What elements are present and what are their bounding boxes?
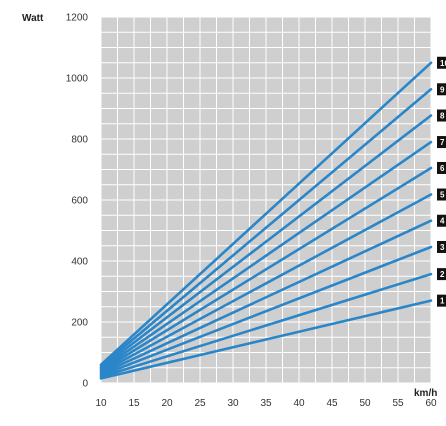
series-badge: 6 [437, 161, 446, 174]
series-badge-label: 3 [440, 243, 445, 252]
series-badge: 3 [437, 240, 446, 253]
y-axis-label: Watt [22, 13, 44, 24]
series-line [99, 166, 433, 373]
series-badges: 1 2 3 4 5 6 7 8 9 10 [437, 56, 446, 307]
x-tick-label: 10 [95, 398, 107, 409]
y-tick-label: 0 [82, 379, 88, 390]
y-tick-label: 1200 [66, 13, 89, 24]
series-badge: 2 [437, 268, 446, 281]
series-badge-label: 2 [440, 270, 445, 279]
series-badge-label: 5 [440, 191, 445, 200]
series-line [99, 272, 433, 379]
y-tick-label: 400 [71, 257, 88, 268]
series-lines [99, 61, 433, 380]
y-tick-label: 600 [71, 196, 88, 207]
series-line [99, 219, 433, 376]
x-tick-label: 35 [260, 398, 272, 409]
series-line [99, 114, 433, 370]
series-badge-label: 8 [440, 112, 445, 121]
series-line [99, 299, 433, 380]
series-badge: 10 [437, 56, 446, 69]
x-tick-label: 20 [161, 398, 173, 409]
series-line [99, 61, 433, 367]
x-tick-label: 15 [128, 398, 140, 409]
x-tick-labels: 10 15 20 25 30 35 40 45 50 55 60 [95, 398, 437, 409]
x-tick-label: 30 [227, 398, 239, 409]
x-axis-label: km/h [414, 388, 437, 399]
series-badge: 4 [437, 214, 446, 227]
y-tick-label: 1000 [66, 74, 89, 85]
y-tick-labels: 0 200 400 600 800 1000 1200 [66, 13, 89, 390]
series-badge-label: 1 [440, 297, 445, 306]
series-badge: 9 [437, 83, 446, 96]
x-tick-label: 55 [392, 398, 404, 409]
series-badge-label: 9 [440, 85, 445, 94]
series-badge-label: 4 [440, 217, 445, 226]
series-badge-label: 6 [440, 164, 445, 173]
series-badge: 1 [437, 294, 446, 307]
y-tick-label: 800 [71, 135, 88, 146]
x-tick-label: 45 [326, 398, 338, 409]
x-tick-label: 50 [359, 398, 371, 409]
series-badge-label: 7 [440, 138, 445, 147]
x-tick-label: 60 [425, 398, 437, 409]
series-line [99, 88, 433, 368]
series-badge-label: 10 [440, 59, 446, 68]
series-badge: 8 [437, 109, 446, 122]
grid-lines [100, 16, 432, 384]
series-line [99, 193, 433, 374]
y-tick-label: 200 [71, 318, 88, 329]
x-tick-label: 40 [293, 398, 305, 409]
series-line [99, 245, 433, 377]
series-line [99, 140, 433, 371]
series-badge: 5 [437, 188, 446, 201]
x-tick-label: 25 [194, 398, 206, 409]
series-badge: 7 [437, 136, 446, 149]
